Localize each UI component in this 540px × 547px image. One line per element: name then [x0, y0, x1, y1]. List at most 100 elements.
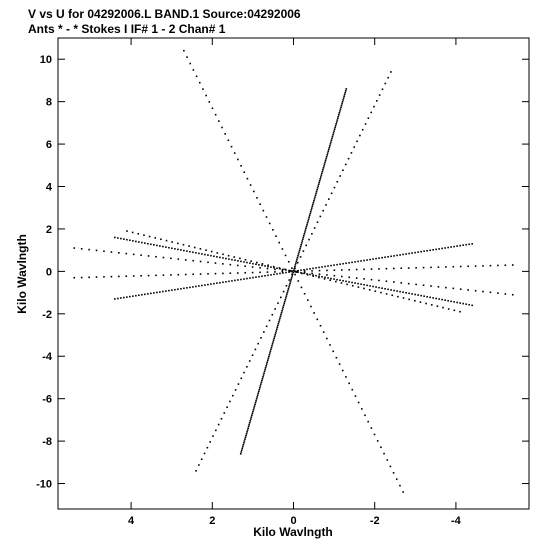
uv-point — [184, 259, 187, 261]
uv-point — [245, 432, 248, 435]
uv-point — [123, 296, 125, 299]
uv-point — [329, 279, 331, 282]
uv-point — [239, 257, 241, 260]
uv-point — [260, 383, 262, 385]
uv-point — [256, 394, 259, 396]
uv-point — [282, 290, 285, 293]
uv-point — [351, 281, 353, 284]
uv-point — [273, 273, 275, 276]
uv-point — [308, 238, 310, 241]
uv-point — [120, 297, 122, 299]
uv-point — [270, 346, 273, 349]
uv-point — [280, 311, 283, 314]
uv-point — [233, 256, 236, 258]
x-tick-label: 2 — [209, 515, 215, 527]
uv-point — [291, 270, 293, 272]
uv-point — [296, 270, 299, 273]
uv-point — [335, 121, 338, 123]
uv-point — [397, 295, 399, 298]
uv-point — [429, 249, 431, 252]
uv-point — [415, 283, 417, 286]
uv-point — [417, 294, 419, 296]
uv-point — [302, 236, 305, 239]
uv-point — [414, 293, 416, 296]
uv-point — [267, 274, 269, 277]
uv-point — [385, 293, 388, 295]
uv-point — [390, 255, 392, 258]
uv-point — [274, 268, 276, 271]
uv-point — [246, 431, 248, 433]
uv-point — [265, 365, 267, 367]
uv-point — [308, 216, 310, 219]
uv-point — [287, 288, 290, 290]
uv-point — [182, 243, 185, 246]
uv-point — [335, 280, 337, 283]
uv-point — [300, 286, 303, 289]
uv-point — [301, 240, 304, 242]
uv-point — [408, 252, 410, 255]
uv-point — [248, 421, 251, 424]
uv-point — [304, 231, 306, 233]
uv-point — [276, 273, 278, 275]
uv-point — [247, 425, 250, 428]
uv-point — [474, 289, 477, 292]
uv-point — [393, 289, 395, 292]
uv-point — [249, 262, 251, 264]
uv-point — [156, 291, 158, 294]
uv-point — [244, 271, 246, 274]
uv-point — [155, 274, 157, 277]
uv-point — [386, 459, 389, 461]
uv-point — [198, 81, 201, 84]
uv-point — [260, 381, 263, 384]
uv-point — [285, 297, 287, 299]
uv-point — [324, 161, 326, 164]
uv-point — [318, 269, 321, 272]
uv-point — [400, 282, 403, 284]
uv-point — [73, 247, 76, 249]
uv-point — [300, 242, 303, 244]
uv-point — [198, 252, 200, 255]
uv-point — [281, 248, 284, 250]
uv-point — [291, 275, 293, 277]
uv-point — [210, 254, 212, 257]
uv-point — [73, 276, 76, 279]
uv-point — [126, 230, 128, 232]
uv-point — [252, 190, 255, 193]
uv-point — [323, 165, 325, 167]
uv-point — [285, 271, 287, 274]
uv-point — [153, 292, 155, 294]
uv-point — [231, 280, 233, 282]
uv-point — [208, 101, 211, 103]
uv-point — [153, 244, 155, 246]
uv-point — [414, 299, 416, 302]
uv-point — [322, 209, 324, 212]
uv-point — [209, 441, 211, 443]
uv-point — [414, 251, 416, 254]
uv-point — [205, 249, 207, 251]
chart-title: V vs U for 04292006.L BAND.1 Source:0429… — [28, 7, 301, 21]
uv-point — [221, 126, 223, 129]
uv-point — [258, 264, 260, 266]
uv-point — [278, 319, 281, 321]
uv-point — [250, 260, 252, 262]
y-tick-label: 4 — [46, 182, 53, 194]
uv-point — [357, 401, 360, 404]
uv-point — [192, 69, 195, 71]
uv-point — [192, 259, 194, 262]
uv-point — [243, 442, 245, 444]
uv-point — [393, 281, 395, 283]
uv-point — [462, 302, 464, 305]
uv-point — [177, 288, 179, 291]
uv-point — [305, 225, 308, 228]
y-tick-label: -8 — [42, 436, 52, 448]
uv-point — [312, 275, 315, 277]
uv-point — [251, 354, 254, 356]
uv-point — [266, 271, 269, 273]
uv-point — [229, 400, 231, 403]
uv-point — [198, 464, 200, 466]
uv-point — [259, 385, 262, 387]
uv-point — [315, 190, 318, 193]
uv-point — [361, 408, 363, 410]
uv-point — [219, 256, 221, 259]
uv-point — [251, 271, 254, 274]
